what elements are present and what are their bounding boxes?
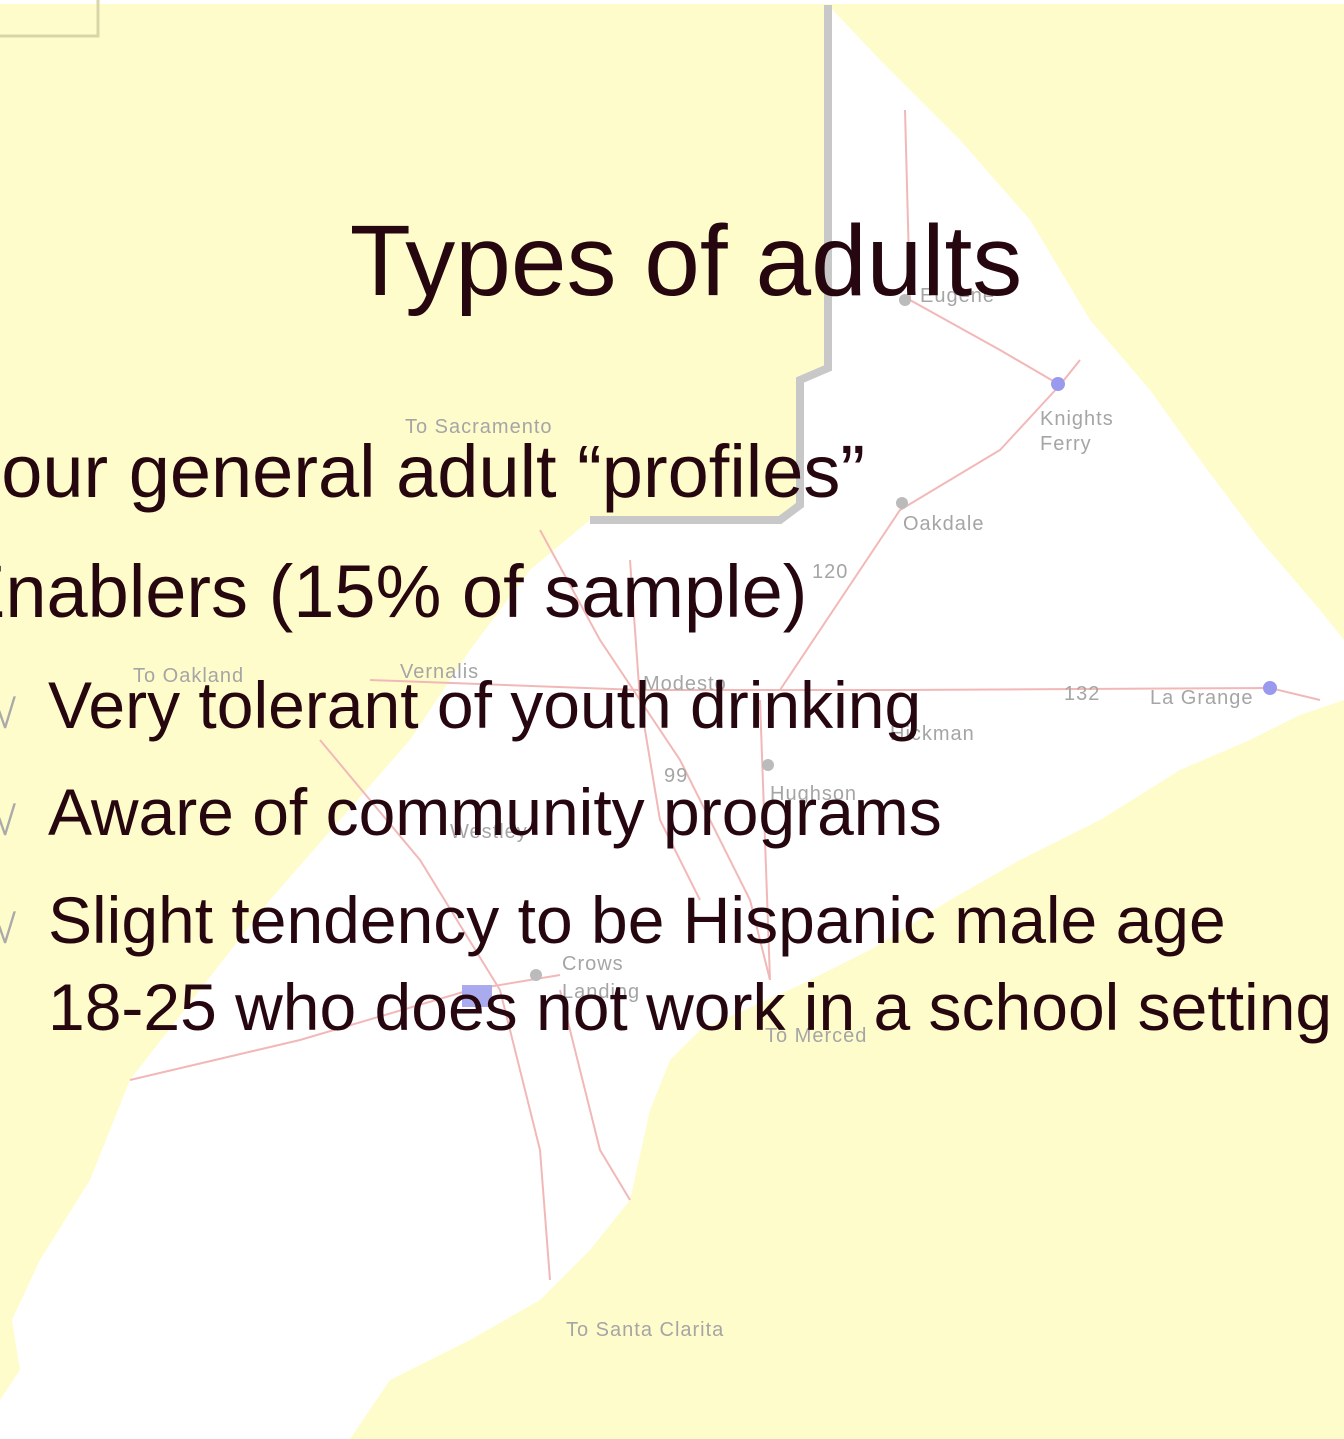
road bbox=[319, 739, 551, 1281]
map-label: To Sacramento bbox=[405, 416, 553, 438]
map-label: Ferry bbox=[1040, 433, 1092, 455]
map-label: Hickman bbox=[890, 723, 975, 745]
map-label: Crows bbox=[562, 953, 624, 975]
map-label: To Merced bbox=[765, 1025, 867, 1047]
map-label: Landing bbox=[562, 981, 640, 1003]
check-bullet: √ bbox=[0, 693, 16, 737]
map-label: To Santa Clarita bbox=[566, 1319, 724, 1341]
map-label: 132 bbox=[1064, 683, 1100, 705]
map-label: To Oakland bbox=[133, 665, 244, 687]
slide-title: Types of adults bbox=[350, 205, 1023, 317]
town-dot bbox=[896, 497, 908, 509]
town-dot bbox=[1263, 681, 1277, 695]
roads bbox=[129, 109, 1321, 1281]
map-label: Hughson bbox=[770, 783, 857, 805]
town-marker bbox=[462, 985, 492, 1007]
road bbox=[539, 529, 771, 981]
town-dot bbox=[762, 759, 774, 771]
map-label: Oakdale bbox=[903, 513, 985, 535]
map-label: Modesto bbox=[643, 673, 727, 695]
road bbox=[559, 989, 631, 1201]
map-label: 120 bbox=[812, 561, 848, 583]
map-label: La Grange bbox=[1150, 687, 1254, 709]
road bbox=[759, 699, 771, 981]
bullet: Four general adult “profiles” bbox=[0, 430, 865, 513]
town-dot bbox=[530, 969, 542, 981]
slide-text: Types of adults Four general adult “prof… bbox=[0, 205, 1332, 1044]
map-label: Vernalis bbox=[400, 661, 479, 683]
bullet: Enablers (15% of sample) bbox=[0, 550, 807, 633]
map-labels: To Sacramento Knights Ferry Oakdale Eugene To… bbox=[133, 285, 1254, 1341]
road bbox=[129, 974, 561, 1081]
check-bullet: √ bbox=[0, 908, 16, 952]
sub-bullet: Slight tendency to be Hispanic male age bbox=[48, 883, 1226, 957]
county-border bbox=[590, 5, 832, 524]
county-map bbox=[0, 5, 1344, 1439]
road bbox=[369, 679, 1321, 701]
road bbox=[629, 559, 701, 901]
road bbox=[779, 384, 1061, 691]
check-bullet: √ bbox=[0, 800, 16, 844]
road bbox=[904, 109, 1081, 387]
map-label: 99 bbox=[664, 765, 688, 787]
town-dot bbox=[1051, 377, 1065, 391]
town-dot bbox=[899, 294, 911, 306]
top-edge bbox=[0, 0, 1344, 4]
sub-bullet: 18-25 who does not work in a school sett… bbox=[48, 970, 1332, 1044]
map-label: Eugene bbox=[920, 285, 995, 307]
map-label: Knights bbox=[1040, 408, 1114, 430]
sub-bullet: Aware of community programs bbox=[48, 775, 942, 849]
sub-bullet: Very tolerant of youth drinking bbox=[48, 668, 921, 742]
corner-fragment bbox=[0, 0, 100, 38]
map-label: Westley bbox=[450, 821, 528, 843]
